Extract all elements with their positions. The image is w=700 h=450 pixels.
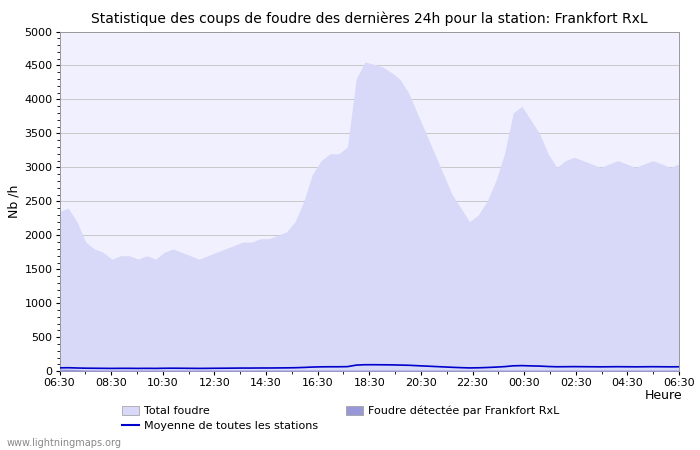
Text: Heure: Heure <box>645 389 682 402</box>
Y-axis label: Nb /h: Nb /h <box>7 184 20 218</box>
Text: www.lightningmaps.org: www.lightningmaps.org <box>7 438 122 448</box>
Legend: Total foudre, Moyenne de toutes les stations, Foudre détectée par Frankfort RxL: Total foudre, Moyenne de toutes les stat… <box>118 401 564 436</box>
Title: Statistique des coups de foudre des dernières 24h pour la station: Frankfort RxL: Statistique des coups de foudre des dern… <box>91 12 648 26</box>
